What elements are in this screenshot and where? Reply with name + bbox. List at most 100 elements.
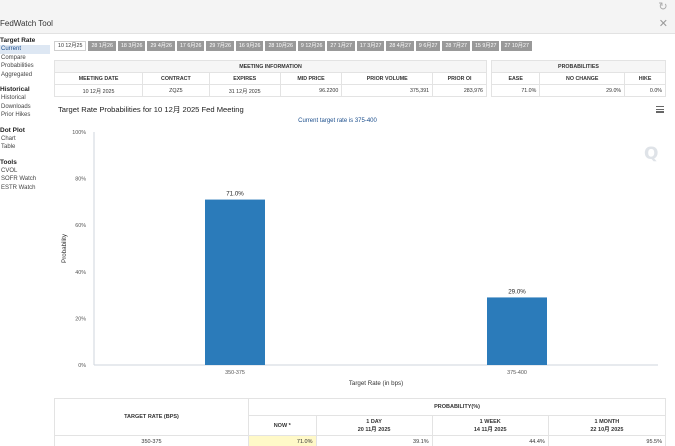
- y-tick-label: 20%: [75, 316, 86, 322]
- sidebar-heading: Tools: [0, 158, 17, 166]
- column-header: NO CHANGE: [539, 72, 626, 85]
- one-day-header: 1 DAY 20 11月 2025: [315, 415, 433, 436]
- x-axis-label: Target Rate (in bps): [349, 380, 403, 387]
- table-row: 350-375 71.0% 39.1% 44.4% 95.5%: [54, 435, 667, 446]
- meeting-tab[interactable]: 28 10月26: [265, 41, 296, 51]
- y-tick-label: 60%: [75, 223, 86, 229]
- probability-table-panel: TARGET RATE (BPS) PROBABILITY(%) NOW * 1…: [54, 398, 667, 446]
- one-week-value-cell: 44.4%: [431, 435, 549, 446]
- meeting-tab[interactable]: 17 6月26: [176, 41, 205, 51]
- sidebar-item-aggregated[interactable]: Aggregated: [1, 71, 33, 78]
- hike-cell: 0.0%: [624, 84, 666, 97]
- sidebar-section-historical: Historical Historical Downloads Prior Hi…: [0, 85, 50, 120]
- one-month-header: 1 MONTH 22 10月 2025: [547, 415, 667, 436]
- probabilities-table: PROBABILITIES EASE NO CHANGE HIKE 71.0% …: [490, 60, 666, 97]
- no-change-cell: 29.0%: [539, 84, 626, 97]
- column-header: MID PRICE: [279, 72, 343, 85]
- bar: [487, 297, 547, 365]
- column-header: EASE: [490, 72, 541, 85]
- sidebar-item-sofr-watch[interactable]: SOFR Watch: [1, 176, 37, 182]
- sidebar-section-tools: Tools CVOL SOFR Watch ESTR Watch: [0, 158, 50, 193]
- prior-oi-cell: 283,976: [432, 84, 487, 97]
- sidebar-section-dot-plot: Dot Plot Chart Table: [0, 126, 50, 152]
- chart-subtitle: Current target rate is 375-400: [298, 118, 377, 124]
- bar: [205, 199, 265, 365]
- bar-data-label: 71.0%: [226, 191, 244, 198]
- meeting-tab[interactable]: 16 9月26: [235, 41, 264, 51]
- y-tick-label: 0%: [78, 363, 86, 369]
- prior-volume-cell: 375,391: [341, 84, 434, 97]
- chart-title: Target Rate Probabilities for 10 12月 202…: [58, 105, 244, 114]
- meeting-tab[interactable]: 29 4月26: [147, 41, 175, 51]
- column-header: EXPIRES: [208, 72, 281, 85]
- sidebar-item-current[interactable]: Current: [0, 45, 50, 54]
- top-bar: ↻: [0, 0, 675, 14]
- rate-cell: 350-375: [54, 435, 249, 446]
- title-bar: FedWatch Tool ✕: [0, 14, 675, 34]
- column-header: PRIOR VOLUME: [341, 72, 434, 85]
- meeting-date-cell: 10 12月 2025: [53, 84, 144, 97]
- sidebar-heading: Target Rate: [0, 37, 36, 44]
- bar-data-label: 29.0%: [508, 288, 526, 295]
- q-logo: Q: [644, 144, 659, 164]
- contract-cell: ZQZ5: [142, 84, 210, 97]
- probability-table: TARGET RATE (BPS) PROBABILITY(%) NOW * 1…: [54, 398, 667, 446]
- sidebar: Target Rate Current Compare Probabilitie…: [0, 36, 50, 198]
- probability-header: PROBABILITY(%): [248, 398, 666, 416]
- sidebar-item-compare[interactable]: Compare: [1, 54, 26, 61]
- close-icon[interactable]: ✕: [658, 18, 668, 30]
- meeting-tab[interactable]: 17 3月27: [356, 41, 385, 51]
- y-tick-label: 80%: [75, 177, 86, 183]
- meeting-tab[interactable]: 9 12月26: [297, 41, 326, 51]
- column-header: HIKE: [624, 72, 666, 85]
- probabilities-heading: PROBABILITIES: [491, 60, 666, 73]
- sidebar-item-chart[interactable]: Chart: [1, 135, 16, 142]
- meeting-tab[interactable]: 18 3月26: [117, 41, 146, 51]
- meeting-tabs: 10 12月25 28 1月26 18 3月26 29 4月26 17 6月26…: [54, 41, 532, 51]
- one-week-header: 1 WEEK 14 11月 2025: [431, 415, 549, 436]
- x-tick-label: 350-375: [225, 370, 245, 376]
- one-day-value-cell: 39.1%: [315, 435, 433, 446]
- meeting-tab[interactable]: 28 4月27: [386, 41, 414, 51]
- app-title: FedWatch Tool: [0, 19, 53, 28]
- column-header: CONTRACT: [142, 72, 210, 85]
- sidebar-section-target-rate: Target Rate Current Compare Probabilitie…: [0, 36, 50, 79]
- meeting-information-panel: MEETING INFORMATION MEETING DATE CONTRAC…: [53, 60, 487, 97]
- meeting-tab[interactable]: 29 7月26: [206, 41, 234, 51]
- meeting-information-heading: MEETING INFORMATION: [54, 60, 487, 73]
- y-axis-label: Probability: [61, 233, 68, 263]
- refresh-icon[interactable]: ↻: [658, 1, 668, 13]
- mid-price-cell: 96.2200: [279, 84, 343, 97]
- sidebar-heading: Historical: [0, 86, 30, 93]
- sidebar-item-prior-hikes[interactable]: Prior Hikes: [1, 112, 31, 118]
- y-tick-label: 40%: [75, 270, 86, 276]
- menu-icon[interactable]: [656, 106, 664, 113]
- y-tick-label: 100%: [72, 130, 86, 136]
- ease-cell: 71.0%: [490, 84, 541, 97]
- meeting-tab[interactable]: 15 9月27: [471, 41, 500, 51]
- sidebar-heading: Dot Plot: [0, 126, 25, 134]
- sidebar-item-historical[interactable]: Historical: [1, 95, 26, 101]
- now-header: NOW *: [248, 415, 317, 436]
- sidebar-item-downloads[interactable]: Downloads: [1, 103, 31, 110]
- target-rate-header: TARGET RATE (BPS): [54, 398, 249, 436]
- column-header: PRIOR OI: [432, 72, 487, 85]
- one-month-value-cell: 95.5%: [547, 435, 667, 446]
- probabilities-panel: PROBABILITIES EASE NO CHANGE HIKE 71.0% …: [490, 60, 666, 97]
- meeting-tab[interactable]: 9 6月27: [415, 41, 441, 51]
- sidebar-item-estr-watch[interactable]: ESTR Watch: [1, 184, 36, 191]
- sidebar-item-table[interactable]: Table: [1, 144, 16, 150]
- meeting-tab[interactable]: 10 12月25: [54, 41, 87, 51]
- now-value-cell: 71.0%: [248, 435, 317, 446]
- probability-bar-chart: 0% 20% 40% 60% 80% 100% Probability 71.0% 350-37…: [61, 130, 658, 387]
- meeting-information-table: MEETING INFORMATION MEETING DATE CONTRAC…: [53, 60, 487, 97]
- meeting-tab[interactable]: 28 1月26: [88, 41, 116, 51]
- x-tick-label: 375-400: [507, 370, 527, 376]
- sidebar-item-cvol[interactable]: CVOL: [1, 167, 18, 174]
- sidebar-item-probabilities[interactable]: Probabilities: [1, 63, 34, 69]
- column-header: MEETING DATE: [53, 72, 144, 85]
- meeting-tab[interactable]: 28 7月27: [442, 41, 470, 51]
- expires-cell: 31 12月 2025: [208, 84, 281, 97]
- meeting-tab[interactable]: 27 1月27: [327, 41, 355, 51]
- meeting-tab[interactable]: 27 10月27: [501, 41, 532, 51]
